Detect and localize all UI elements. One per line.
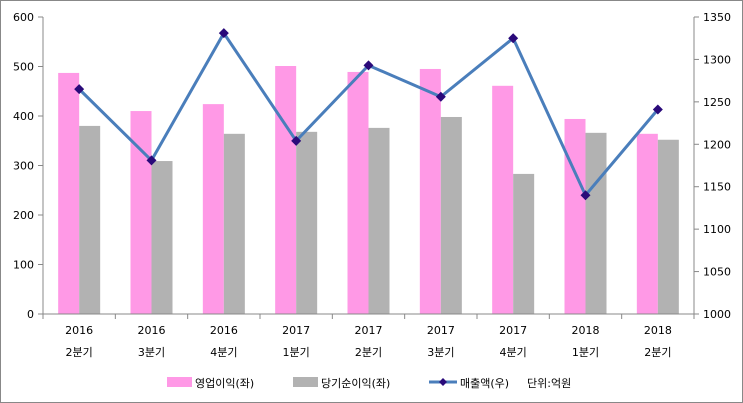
- right-tick-label: 1050: [703, 266, 731, 279]
- legend-label-net-income: 당기순이익(좌): [321, 377, 390, 390]
- x-tick-label-quarter: 3분기: [138, 346, 165, 359]
- left-tick-label: 400: [13, 110, 34, 123]
- bar-net-income: [440, 116, 462, 315]
- legend-swatch-net-income: [293, 377, 318, 387]
- bar-net-income: [296, 131, 318, 314]
- bar-operating-profit: [58, 72, 80, 314]
- bar-operating-profit: [130, 111, 152, 314]
- left-tick-label: 600: [13, 11, 34, 24]
- x-tick-label-year: 2017: [282, 324, 310, 337]
- x-tick-label-quarter: 1분기: [283, 346, 310, 359]
- bar-operating-profit: [347, 71, 369, 314]
- x-tick-label-quarter: 4분기: [500, 346, 527, 359]
- right-tick-label: 1200: [703, 138, 731, 151]
- left-tick-label: 0: [27, 308, 34, 321]
- right-tick-label: 1350: [703, 11, 731, 24]
- bar-net-income: [585, 132, 607, 314]
- bar-operating-profit: [564, 118, 586, 314]
- x-tick-label-quarter: 1분기: [572, 346, 599, 359]
- right-tick-label: 1150: [703, 181, 731, 194]
- x-tick-label-year: 2016: [138, 324, 166, 337]
- right-tick-label: 1250: [703, 96, 731, 109]
- line-point-sales: [218, 28, 229, 39]
- legend-label-sales: 매출액(우): [460, 377, 509, 390]
- legend-label-operating-profit: 영업이익(좌): [195, 377, 254, 390]
- line-point-sales: [580, 190, 591, 201]
- line-point-sales: [146, 155, 157, 166]
- x-tick-label-year: 2018: [644, 324, 672, 337]
- x-tick-label-year: 2016: [210, 324, 238, 337]
- x-tick-label-year: 2018: [572, 324, 600, 337]
- bar-net-income: [79, 125, 101, 315]
- line-point-sales: [74, 84, 85, 95]
- bar-net-income: [151, 161, 173, 314]
- line-point-sales: [652, 104, 663, 115]
- x-tick-label-quarter: 3분기: [427, 346, 454, 359]
- left-tick-label: 100: [13, 259, 34, 272]
- x-tick-label-year: 2017: [427, 324, 455, 337]
- bar-operating-profit: [275, 66, 297, 314]
- right-tick-label: 1000: [703, 308, 731, 321]
- line-point-sales: [435, 91, 446, 102]
- x-tick-label-year: 2016: [65, 324, 93, 337]
- left-tick-label: 500: [13, 61, 34, 74]
- right-tick-label: 1100: [703, 223, 731, 236]
- line-point-sales: [508, 33, 519, 44]
- x-tick-label-year: 2017: [355, 324, 383, 337]
- bar-net-income: [513, 173, 535, 314]
- bar-operating-profit: [419, 68, 441, 314]
- line-point-sales: [363, 60, 374, 71]
- bar-net-income: [368, 127, 390, 314]
- bar-net-income: [657, 139, 679, 314]
- bar-operating-profit: [492, 85, 514, 315]
- x-tick-label-quarter: 2분기: [66, 346, 93, 359]
- left-tick-label: 200: [13, 209, 34, 222]
- bar-operating-profit: [202, 104, 224, 315]
- bar-operating-profit: [636, 133, 658, 314]
- bar-net-income: [223, 133, 245, 314]
- left-tick-label: 300: [13, 160, 34, 173]
- legend-marker-sales: [439, 378, 447, 386]
- x-tick-label-quarter: 4분기: [210, 346, 237, 359]
- x-tick-label-quarter: 2분기: [355, 346, 382, 359]
- x-tick-label-quarter: 2분기: [644, 346, 671, 359]
- legend-swatch-operating-profit: [167, 377, 192, 387]
- unit-note: 단위:억원: [527, 377, 571, 390]
- right-tick-label: 1300: [703, 53, 731, 66]
- x-tick-label-year: 2017: [499, 324, 527, 337]
- line-point-sales: [291, 135, 302, 146]
